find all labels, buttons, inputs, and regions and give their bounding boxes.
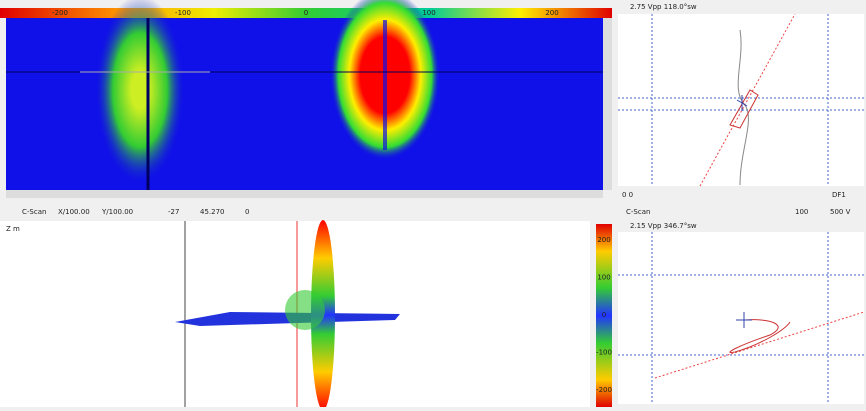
header: 2.75 Vpp 118.0°sw bbox=[630, 3, 697, 11]
color-bar-label: 0 bbox=[304, 9, 308, 17]
header: 2.15 Vpp 346.7°sw bbox=[630, 222, 697, 230]
indication bbox=[95, 0, 185, 185]
impedance-plane bbox=[618, 232, 864, 404]
title: C-Scan bbox=[626, 208, 650, 216]
view-label: Z m bbox=[6, 225, 20, 233]
zoom[interactable]: 100 bbox=[795, 208, 808, 216]
color-bar-label: -200 bbox=[596, 386, 612, 394]
color-bar-label: 100 bbox=[597, 274, 610, 282]
scale[interactable]: 500 V bbox=[830, 208, 851, 216]
color-bar-label: -100 bbox=[596, 349, 612, 357]
color-bar-label: -100 bbox=[175, 9, 191, 17]
x-scale[interactable]: X/100.00 bbox=[58, 208, 90, 216]
color-bar-label: 0 bbox=[602, 311, 606, 319]
scrollbar[interactable] bbox=[603, 18, 612, 190]
surface-peak bbox=[285, 290, 325, 330]
screen: -200 -100 0 100 200 C-Scan X/100.00 Y/100.00… bbox=[0, 0, 866, 407]
app: -200 -100 0 100 200 C-Scan X/100.00 Y/100.00… bbox=[0, 0, 866, 407]
color-bar-label: 200 bbox=[597, 236, 610, 244]
footer[interactable]: DF1 bbox=[832, 191, 846, 199]
y-scale[interactable]: Y/100.00 bbox=[101, 208, 133, 216]
scrollbar[interactable] bbox=[6, 190, 603, 198]
value[interactable]: 45.270 bbox=[200, 208, 225, 216]
angle[interactable]: -27 bbox=[168, 208, 179, 216]
view-label[interactable]: C-Scan bbox=[22, 208, 46, 216]
rotation[interactable]: 0 bbox=[245, 208, 249, 216]
color-bar-label: 200 bbox=[545, 9, 558, 17]
footer: 0 0 bbox=[622, 191, 633, 199]
gap bbox=[383, 20, 387, 150]
toolbar bbox=[0, 205, 612, 219]
color-bar-label: -200 bbox=[52, 9, 68, 17]
